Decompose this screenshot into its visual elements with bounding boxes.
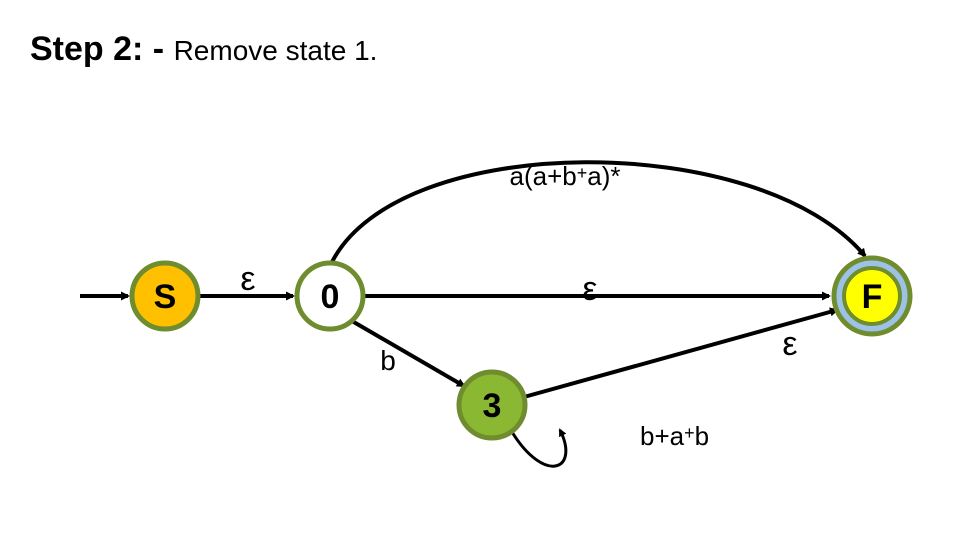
state-3-label: 3 [483, 387, 502, 425]
edge-S-0-label: ε [240, 260, 255, 298]
edge-3-F-label: ε [782, 325, 797, 363]
edge-0-F-direct-label: ε [582, 270, 597, 308]
edge-0-3 [352, 321, 464, 386]
state-F-label: F [862, 278, 883, 316]
state-diagram: ε a(a+b+a)* ε b ε b+a+b S 0 3 F [0, 0, 960, 540]
edge-0-F-arc-label: a(a+b+a)* [510, 161, 621, 191]
edge-3-loop-label: b+a+b [640, 421, 709, 451]
edge-3-loop [512, 430, 566, 466]
edge-0-3-label: b [380, 345, 396, 376]
state-S-label: S [154, 278, 177, 316]
state-0-label: 0 [321, 278, 340, 316]
